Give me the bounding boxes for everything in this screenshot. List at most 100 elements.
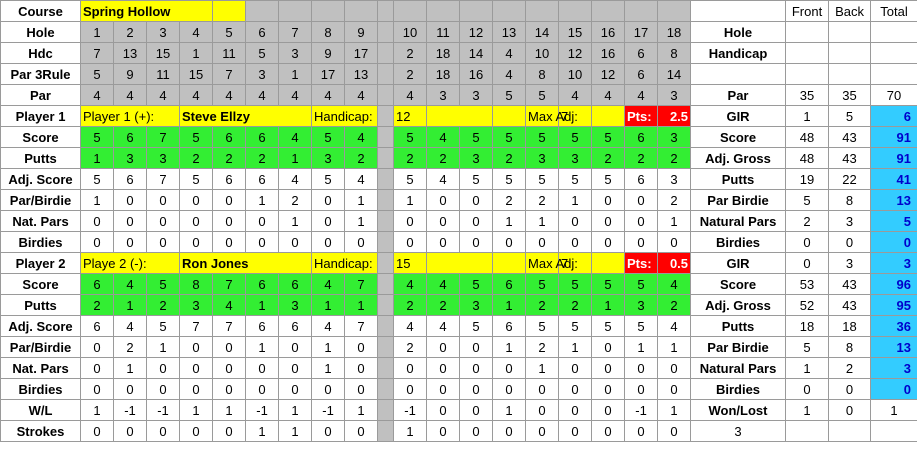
hole-value: 1: [657, 399, 692, 421]
hole-value: 1: [278, 210, 313, 232]
hole-value: 3: [426, 84, 461, 106]
summary-value: 48: [785, 126, 830, 148]
hole-value: 13: [344, 63, 379, 85]
hole-value: -1: [624, 399, 659, 421]
hole-value: 6: [113, 126, 147, 148]
hole-value: 2: [657, 294, 692, 316]
separator: [377, 0, 395, 22]
hole-value: 8: [178, 273, 214, 295]
hole-value: 1: [113, 357, 147, 379]
hole-value: 6: [245, 315, 280, 337]
hole-value: 5: [311, 168, 346, 190]
yellow-cell: [426, 105, 494, 127]
hole-value: 4: [344, 168, 379, 190]
separator: [377, 420, 395, 442]
player-name: Steve Ellzy: [178, 105, 313, 127]
hole-value: 3: [146, 21, 180, 43]
course-name: Spring Hollow: [79, 0, 214, 22]
hole-value: 0: [245, 231, 280, 253]
separator: [377, 273, 395, 295]
hole-value: 3: [525, 147, 560, 169]
hole-value: 1: [344, 294, 379, 316]
hole-value: 6: [113, 168, 147, 190]
hole-value: 0: [525, 399, 560, 421]
column-header: Total: [870, 0, 917, 22]
hole-value: 0: [459, 357, 494, 379]
separator: [377, 21, 395, 43]
hole-value: 5: [591, 168, 626, 190]
hole-value: 0: [212, 336, 247, 358]
row-label: W/L: [0, 399, 81, 421]
player-name: Ron Jones: [178, 252, 313, 274]
hole-value: 5: [393, 168, 428, 190]
hole-value: 13: [113, 42, 147, 64]
hole-value: 18: [426, 63, 461, 85]
hole-value: 2: [393, 147, 428, 169]
hole-value: 0: [657, 357, 692, 379]
hole-value: 1: [311, 357, 346, 379]
hole-value: 7: [80, 42, 114, 64]
gray-cell: [525, 0, 560, 22]
hole-value: 0: [591, 378, 626, 400]
hole-value: 2: [113, 21, 147, 43]
hole-value: 5: [525, 273, 560, 295]
separator: [377, 210, 395, 232]
summary-label: Birdies: [690, 378, 787, 400]
hole-value: 11: [212, 42, 247, 64]
row-label: Par 3Rule: [0, 63, 81, 85]
hole-value: 17: [311, 63, 346, 85]
hole-value: 1: [492, 294, 527, 316]
scorecard: Course Spring Hollow Front Back Total Hole 1 2 3…: [0, 0, 917, 442]
hole-value: 1: [80, 21, 114, 43]
hole-value: 5: [459, 273, 494, 295]
hole-value: 5: [80, 168, 114, 190]
empty-cell: [785, 42, 830, 64]
hole-value: 2: [492, 147, 527, 169]
hole-value: 0: [113, 231, 147, 253]
hole-value: 12: [558, 42, 593, 64]
hole-value: 1: [492, 210, 527, 232]
hole-value: 2: [591, 147, 626, 169]
hole-value: 0: [558, 231, 593, 253]
hole-value: 5: [591, 126, 626, 148]
sheet-row: Par 4 4 4 4 4 4 4 4 4 4 3 3 5 5 4 4 4 3 Par 35 35 70: [0, 84, 917, 106]
empty-cell: [828, 21, 872, 43]
hole-value: 6: [624, 42, 659, 64]
hole-value: 7: [344, 273, 379, 295]
separator: [377, 252, 395, 274]
summary-label: Birdies: [690, 231, 787, 253]
hole-value: 5: [178, 168, 214, 190]
hole-value: 1: [146, 336, 180, 358]
summary-label: Adj. Gross: [690, 147, 787, 169]
hole-value: 2: [525, 294, 560, 316]
sheet-row: Par/Birdie 0 2 1 0 0 1 0 1 0 2 0 0 1 2 1 0 1 1 Par Birdie 5 8…: [0, 336, 917, 358]
hole-value: 0: [146, 378, 180, 400]
gray-cell: [245, 0, 280, 22]
summary-value: 3: [870, 252, 917, 274]
hole-value: 0: [113, 210, 147, 232]
hole-value: 6: [245, 126, 280, 148]
hole-value: 9: [113, 63, 147, 85]
summary-label: [690, 63, 787, 85]
strokes-total: 3: [690, 420, 787, 442]
hole-value: 1: [80, 189, 114, 211]
hole-value: 4: [344, 84, 379, 106]
hole-value: 0: [393, 231, 428, 253]
hole-value: 6: [278, 273, 313, 295]
hole-value: 2: [393, 63, 428, 85]
hole-value: 10: [393, 21, 428, 43]
player-tag: Player 1 (+):: [80, 105, 180, 127]
hole-value: 0: [178, 357, 214, 379]
hole-value: 5: [591, 315, 626, 337]
separator: [377, 63, 395, 85]
hole-value: 7: [146, 168, 180, 190]
hole-value: 0: [311, 210, 346, 232]
gray-cell: [591, 0, 626, 22]
row-label: Course: [0, 0, 81, 22]
gray-cell: [311, 0, 346, 22]
gray-cell: [344, 0, 379, 22]
hole-value: 0: [212, 189, 247, 211]
summary-value: 13: [870, 336, 917, 358]
hole-value: 0: [426, 399, 461, 421]
hole-value: 1: [245, 420, 280, 442]
